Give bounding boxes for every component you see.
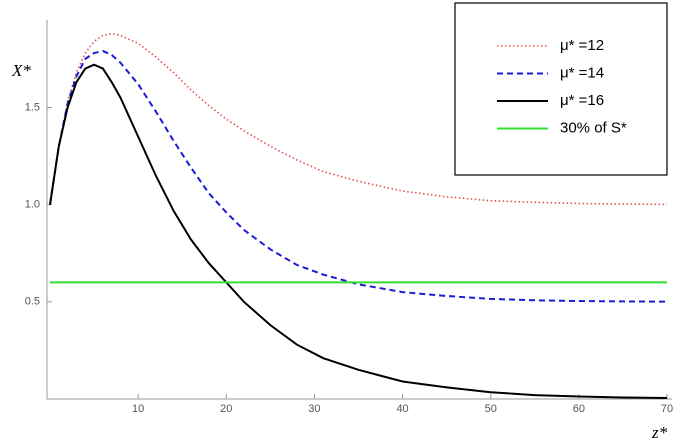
y-axis-label: X* bbox=[11, 61, 31, 80]
series-line bbox=[49, 50, 668, 303]
y-tick-label: 1.5 bbox=[25, 101, 40, 113]
legend-label: μ* =12 bbox=[560, 37, 604, 54]
legend-label: μ* =16 bbox=[560, 92, 604, 109]
y-tick-label: 1.0 bbox=[25, 199, 40, 211]
legend-label: 30% of S* bbox=[560, 119, 627, 136]
x-tick-label: 20 bbox=[220, 403, 232, 415]
legend-label: μ* =14 bbox=[560, 64, 604, 81]
series-line bbox=[49, 63, 668, 400]
x-tick-label: 40 bbox=[396, 403, 408, 415]
y-tick-label: 0.5 bbox=[25, 296, 40, 308]
x-axis-label: z* bbox=[651, 423, 668, 442]
series-line bbox=[49, 32, 668, 206]
x-tick-label: 50 bbox=[485, 403, 497, 415]
x-tick-label: 10 bbox=[132, 403, 144, 415]
x-tick-label: 60 bbox=[573, 403, 585, 415]
x-tick-label: 70 bbox=[661, 403, 673, 415]
legend-box bbox=[454, 2, 668, 176]
x-tick-label: 30 bbox=[308, 403, 320, 415]
